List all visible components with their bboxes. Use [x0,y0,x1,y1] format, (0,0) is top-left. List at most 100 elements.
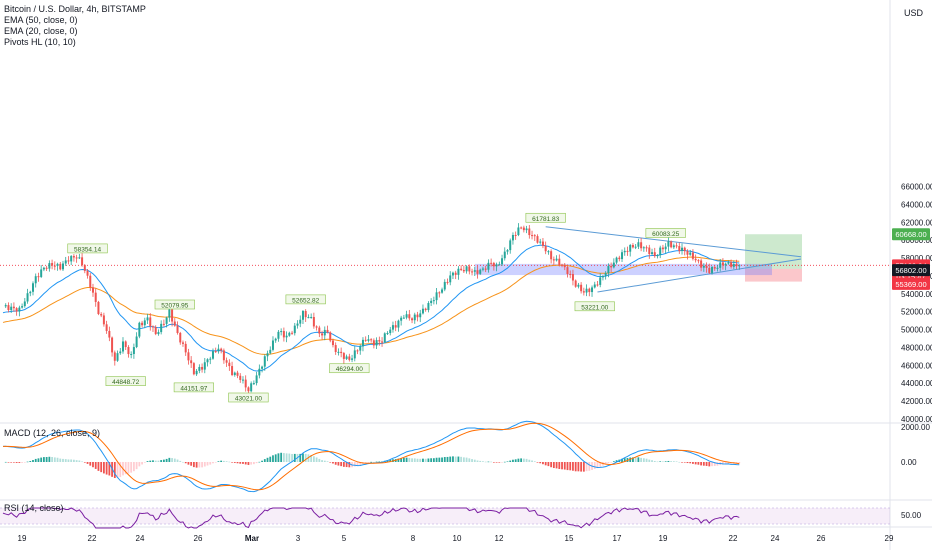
candle-body [659,247,662,256]
candle-body [509,240,512,251]
macd-histogram-bar [664,461,667,462]
candle-body [588,288,591,293]
macd-histogram-bar [78,460,81,462]
rsi-tick-label: 50.00 [901,511,922,520]
candle-body [522,227,525,231]
macd-histogram-bar [40,457,43,462]
candle-body [432,300,435,302]
candle-body [132,347,135,355]
macd-histogram-bar [441,457,443,462]
candle-body [72,256,75,258]
candle-body [601,276,604,278]
macd-histogram-bar [411,458,413,462]
candle-body [378,340,381,342]
macd-histogram-bar [386,460,389,462]
candle-body [599,277,602,285]
macd-histogram-bar [686,462,689,464]
macd-histogram-bar [612,461,615,462]
macd-histogram-bar [59,458,62,462]
macd-histogram-bar [359,462,362,465]
candle-body [310,316,313,318]
macd-histogram-bar [192,462,195,468]
macd-histogram-bar [304,453,307,462]
candle-body [457,268,460,275]
macd-histogram-bar [727,462,730,464]
candle-body [367,339,370,341]
candle-body [615,257,618,263]
macd-histogram-bar [561,462,563,470]
macd-histogram-bar [492,462,495,463]
candle-body [81,257,84,266]
candle-body [179,332,182,343]
macd-histogram-bar [116,462,119,478]
macd-signal-line [2,422,740,491]
candle-body [481,268,484,270]
candle-body [697,260,700,262]
candle-body [569,273,572,275]
macd-histogram-bar [648,459,651,462]
macd-histogram-bar [397,458,400,462]
candle-body [391,325,394,330]
candle-body [539,241,542,243]
candle-body [536,236,539,243]
macd-histogram-bar [244,462,247,465]
candle-body [721,262,724,266]
macd-histogram-bar [402,457,405,462]
candle-body [670,241,673,248]
candle-body [724,263,727,266]
x-tick-label: 26 [194,534,203,543]
candle-body [501,258,504,265]
candle-body [503,251,506,259]
candle-body [263,356,266,367]
macd-histogram-bar [21,462,23,463]
candle-body [604,272,607,277]
candle-body [580,284,583,292]
candle-body [269,349,272,354]
macd-histogram-bar [282,453,285,462]
x-tick-label: 5 [342,534,347,543]
macd-histogram-bar [29,461,32,462]
candle-body [678,246,681,251]
macd-histogram-bar [514,459,517,462]
candle-body [326,329,329,333]
macd-histogram-bar [179,460,182,462]
entry-price-label: 56802.00 [895,266,926,275]
macd-histogram-bar [214,462,217,463]
candle-body [473,270,476,272]
candle-body [70,256,73,262]
x-tick-label: 26 [817,534,826,543]
pivots-legend: Pivots HL (10, 10) [4,37,76,47]
macd-histogram-bar [539,462,542,464]
candle-body [121,341,124,352]
candle-body [356,350,359,352]
candle-body [340,351,343,354]
candle-body [421,308,424,314]
macd-histogram-bar [332,462,334,464]
candle-body [511,234,514,241]
macd-histogram-bar [487,461,490,463]
candle-body [244,379,247,388]
macd-histogram-bar [236,462,239,464]
macd-histogram-bar [165,458,168,462]
macd-histogram-bar [517,458,520,462]
candle-body [591,287,594,293]
candle-body [413,314,416,321]
macd-histogram-bar [119,462,122,478]
macd-histogram-bar [501,462,503,463]
candle-body [206,359,209,363]
candle-body [143,320,146,326]
candle-body [108,330,111,338]
candle-body [645,247,648,249]
candle-body [37,276,40,278]
x-tick-label: 12 [495,534,504,543]
macd-histogram-bar [23,462,26,463]
macd-histogram-bar [340,462,343,467]
candle-body [315,326,318,328]
candle-body [700,260,703,268]
macd-histogram-bar [724,462,727,465]
candle-body [476,270,479,274]
macd-histogram-bar [173,458,176,462]
candle-body [198,366,201,371]
macd-histogram-bar [329,462,332,463]
